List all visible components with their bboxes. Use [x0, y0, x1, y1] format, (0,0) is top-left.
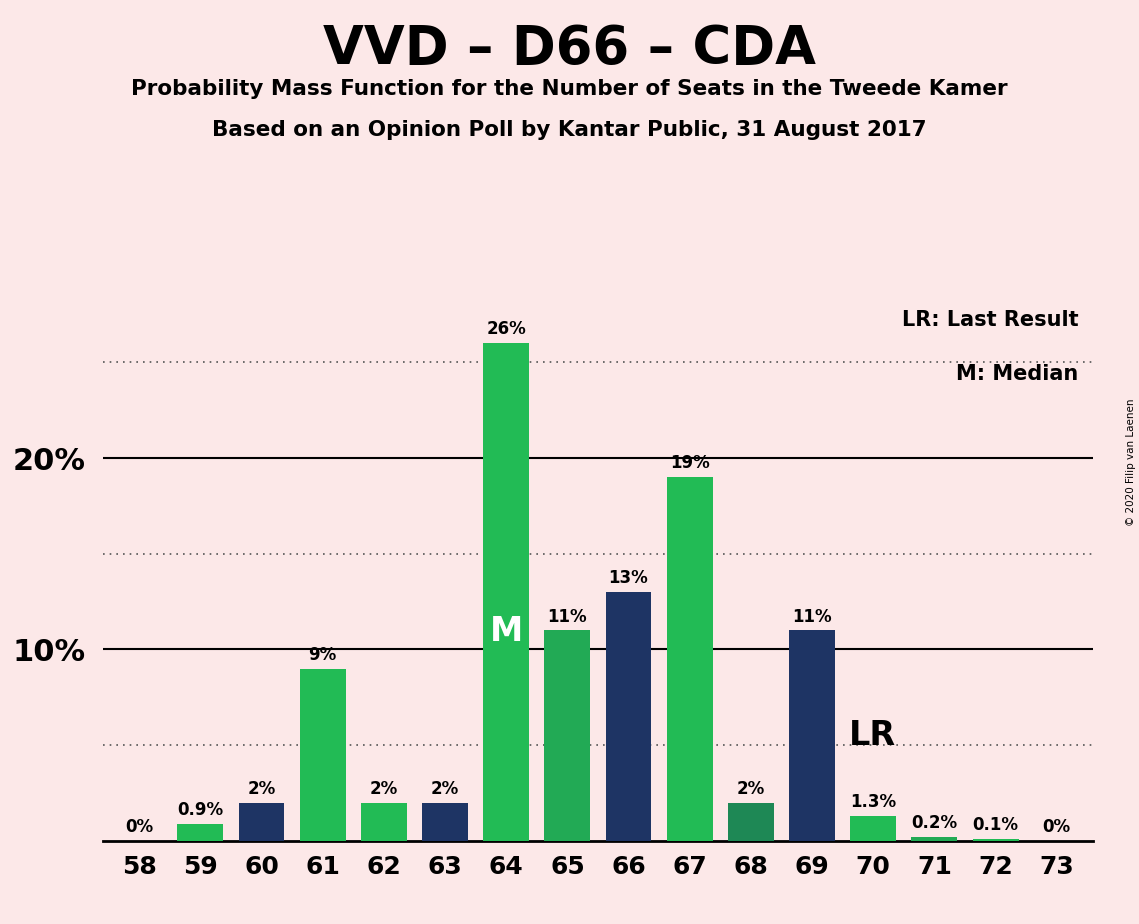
Text: Based on an Opinion Poll by Kantar Public, 31 August 2017: Based on an Opinion Poll by Kantar Publi…	[212, 120, 927, 140]
Text: © 2020 Filip van Laenen: © 2020 Filip van Laenen	[1126, 398, 1136, 526]
Text: 1.3%: 1.3%	[850, 793, 896, 811]
Text: M: Median: M: Median	[957, 364, 1079, 383]
Bar	[178, 823, 223, 841]
Text: 19%: 19%	[670, 455, 710, 472]
Text: 9%: 9%	[309, 646, 337, 663]
Text: 2%: 2%	[370, 780, 398, 797]
Bar	[544, 630, 590, 841]
Bar	[238, 803, 285, 841]
Bar	[483, 343, 530, 841]
Text: VVD – D66 – CDA: VVD – D66 – CDA	[323, 23, 816, 75]
Text: 2%: 2%	[431, 780, 459, 797]
Bar	[728, 803, 773, 841]
Text: Probability Mass Function for the Number of Seats in the Tweede Kamer: Probability Mass Function for the Number…	[131, 79, 1008, 99]
Text: M: M	[490, 615, 523, 649]
Bar	[423, 803, 468, 841]
Text: 0%: 0%	[125, 818, 154, 836]
Bar	[911, 837, 958, 841]
Text: LR: LR	[849, 719, 896, 752]
Bar	[361, 803, 407, 841]
Text: 0.2%: 0.2%	[911, 814, 958, 833]
Bar	[789, 630, 835, 841]
Text: 2%: 2%	[247, 780, 276, 797]
Text: 2%: 2%	[737, 780, 765, 797]
Bar	[666, 477, 713, 841]
Text: 13%: 13%	[608, 569, 648, 588]
Bar	[606, 592, 652, 841]
Text: 11%: 11%	[793, 607, 831, 626]
Text: 0%: 0%	[1042, 818, 1071, 836]
Bar	[851, 816, 896, 841]
Text: 0.9%: 0.9%	[178, 801, 223, 819]
Text: 11%: 11%	[548, 607, 588, 626]
Text: 26%: 26%	[486, 321, 526, 338]
Bar	[973, 839, 1018, 841]
Text: LR: Last Result: LR: Last Result	[902, 310, 1079, 330]
Bar	[300, 669, 345, 841]
Text: 0.1%: 0.1%	[973, 816, 1018, 834]
